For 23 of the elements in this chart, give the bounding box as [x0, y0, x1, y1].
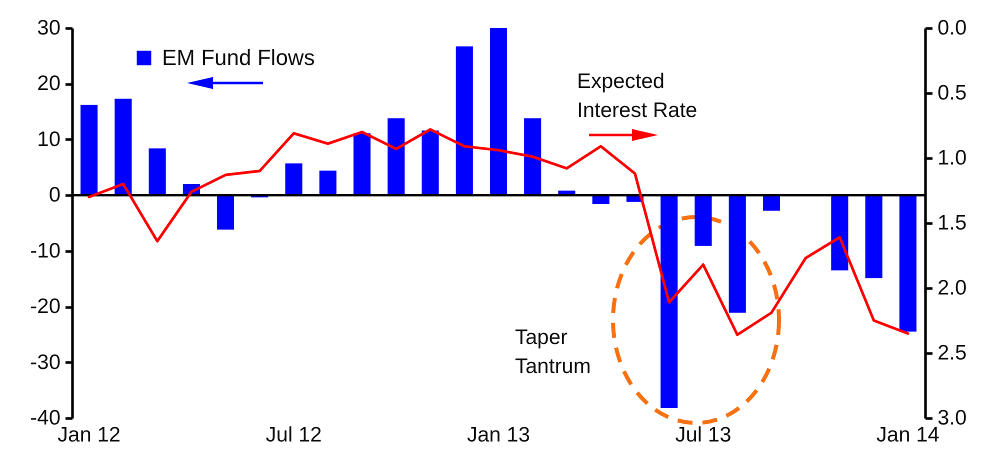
y2-tick-label: 2.5	[938, 342, 967, 364]
y2-tick-label: 1.0	[938, 146, 967, 170]
y-tick-label: 30	[37, 16, 60, 40]
series-label: Expected Interest Rate	[577, 69, 698, 124]
y2-tick-label: 0.5	[938, 82, 967, 104]
y2-tick-label: 0.0	[938, 16, 967, 40]
y-tick-label: -20	[30, 295, 60, 318]
x-tick-label: Jan 13	[466, 424, 530, 446]
x-tick-label: Jan 12	[58, 424, 121, 446]
legend-label: EM Fund Flows	[162, 45, 315, 70]
y-tick-label: 0	[48, 184, 60, 207]
y2-tick-label: 2.0	[938, 276, 967, 300]
y-tick-label: -40	[30, 406, 60, 430]
x-tick-label: Jul 13	[675, 424, 732, 446]
y-tick-label: -30	[30, 350, 60, 374]
y-tick-label: 20	[37, 72, 60, 96]
y-tick-label: -10	[30, 239, 60, 262]
y-tick-label: 10	[37, 128, 60, 151]
x-tick-label: Jan 14	[876, 424, 940, 446]
y2-tick-label: 3.0	[938, 406, 967, 430]
y2-tick-label: 1.5	[938, 212, 967, 234]
annotation: Taper Tantrum	[515, 325, 592, 380]
x-tick-label: Jul 12	[266, 424, 322, 446]
